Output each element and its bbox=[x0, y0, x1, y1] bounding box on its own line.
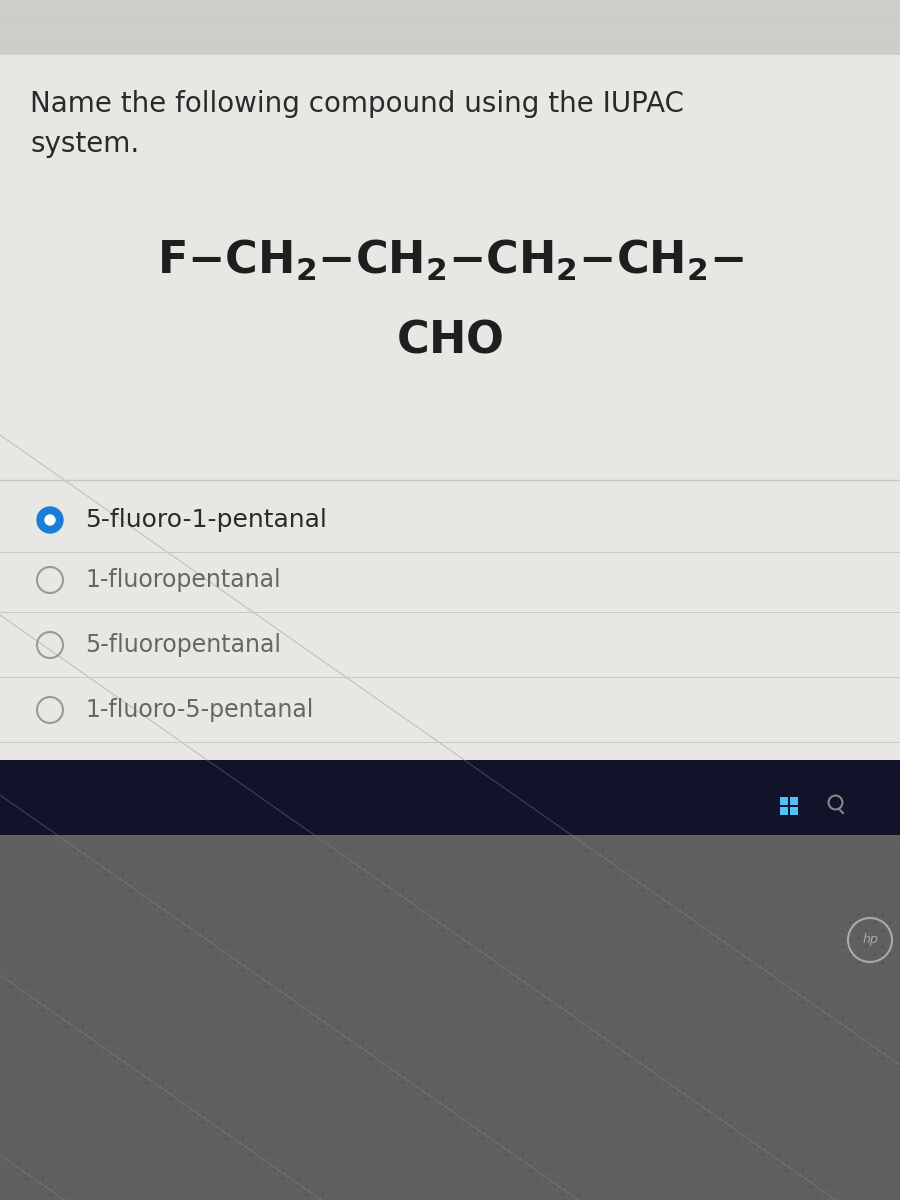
Text: 5-fluoropentanal: 5-fluoropentanal bbox=[85, 634, 281, 658]
FancyBboxPatch shape bbox=[0, 55, 900, 760]
FancyBboxPatch shape bbox=[790, 797, 798, 805]
Circle shape bbox=[37, 506, 63, 533]
FancyBboxPatch shape bbox=[0, 835, 900, 1200]
Text: $\bf{CHO}$: $\bf{CHO}$ bbox=[396, 318, 504, 361]
FancyBboxPatch shape bbox=[780, 797, 788, 805]
Circle shape bbox=[45, 515, 55, 526]
FancyBboxPatch shape bbox=[0, 760, 900, 835]
Text: 5-fluoro-1-pentanal: 5-fluoro-1-pentanal bbox=[85, 508, 327, 532]
Text: $\bf{F{-}CH_2{-}CH_2{-}CH_2{-}CH_2{-}}$: $\bf{F{-}CH_2{-}CH_2{-}CH_2{-}CH_2{-}}$ bbox=[157, 238, 743, 282]
Text: system.: system. bbox=[30, 130, 140, 158]
Text: 1-fluoro-5-pentanal: 1-fluoro-5-pentanal bbox=[85, 698, 313, 722]
FancyBboxPatch shape bbox=[780, 806, 788, 815]
Text: Name the following compound using the IUPAC: Name the following compound using the IU… bbox=[30, 90, 684, 118]
Text: 1-fluoropentanal: 1-fluoropentanal bbox=[85, 568, 281, 592]
Text: hp: hp bbox=[862, 934, 878, 947]
FancyBboxPatch shape bbox=[790, 806, 798, 815]
FancyBboxPatch shape bbox=[0, 0, 900, 55]
